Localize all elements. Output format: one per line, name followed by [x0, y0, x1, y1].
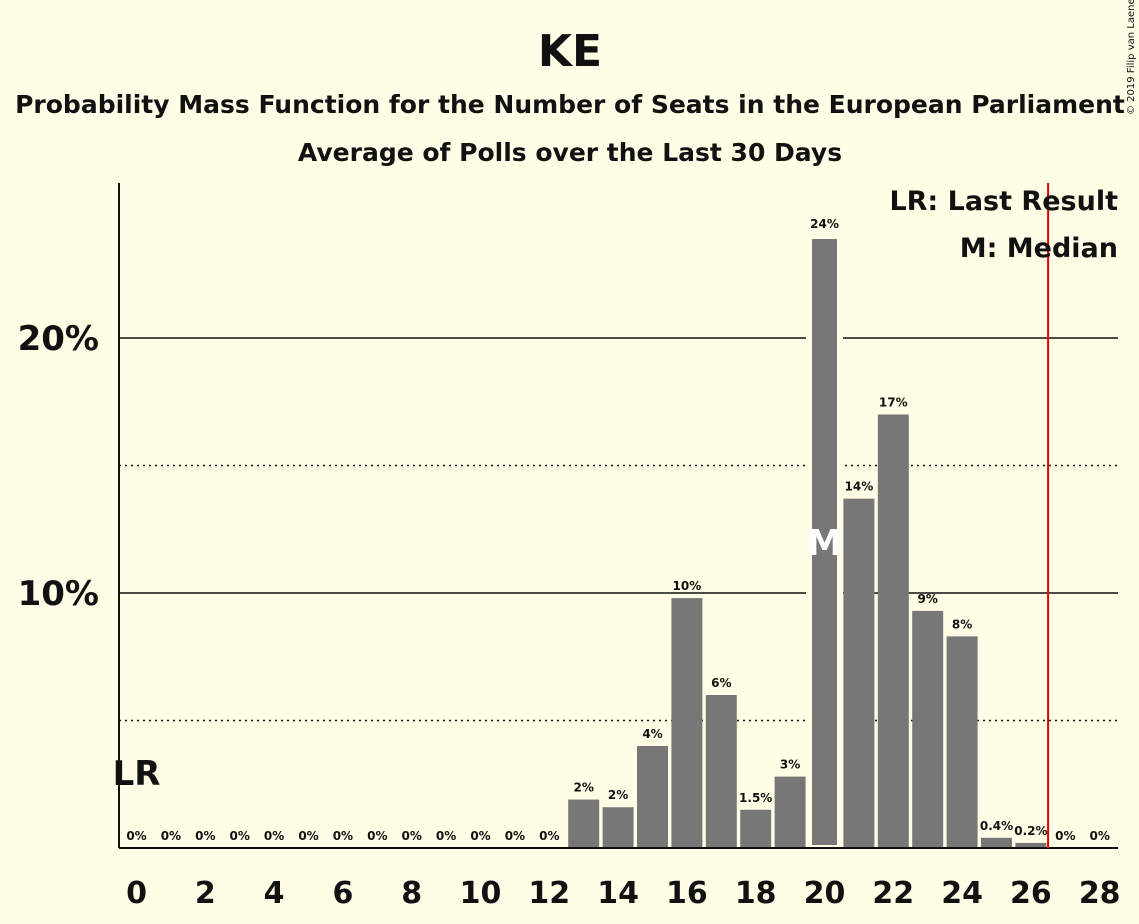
x-tick-20: 20 — [804, 876, 846, 911]
data-label-14: 2% — [608, 788, 628, 802]
legend-last-result: LR: Last Result — [889, 186, 1118, 217]
bar-14 — [602, 807, 634, 848]
y-tick-20: 20% — [18, 319, 99, 359]
bar-19 — [774, 776, 806, 848]
x-tick-4: 4 — [264, 876, 285, 911]
bar-16 — [671, 598, 703, 848]
bar-15 — [637, 746, 668, 848]
bar-24 — [946, 636, 978, 848]
bar-25 — [981, 837, 1012, 848]
y-tick-labels: 10% 20% — [18, 319, 99, 614]
data-label-3: 0% — [230, 829, 250, 843]
bar-18 — [740, 809, 772, 848]
bar-22 — [877, 414, 909, 848]
legend-median: M: Median — [960, 233, 1118, 264]
data-label-25: 0.4% — [980, 819, 1013, 833]
x-tick-22: 22 — [872, 876, 914, 911]
data-label-18: 1.5% — [739, 791, 772, 805]
median-marker: M — [807, 523, 843, 564]
data-label-23: 9% — [918, 592, 938, 606]
x-tick-2: 2 — [195, 876, 216, 911]
x-tick-0: 0 — [126, 876, 147, 911]
x-tick-labels: 0 2 4 6 8 10 12 14 16 18 20 22 24 26 28 — [126, 876, 1121, 911]
bar-20 — [806, 233, 843, 851]
data-label-28: 0% — [1090, 829, 1110, 843]
y-tick-10: 10% — [18, 574, 99, 614]
bar-26 — [1015, 842, 1047, 848]
bars — [568, 233, 1047, 851]
x-tick-16: 16 — [666, 876, 708, 911]
data-label-8: 0% — [402, 829, 422, 843]
data-label-12: 0% — [539, 829, 559, 843]
data-label-22: 17% — [879, 396, 908, 410]
data-label-15: 4% — [642, 727, 662, 741]
chart-subtitle-1: Probability Mass Function for the Number… — [15, 90, 1125, 119]
chart-title: KE — [538, 26, 602, 77]
data-label-21: 14% — [845, 480, 874, 494]
data-label-0: 0% — [126, 829, 146, 843]
chart-subtitle-2: Average of Polls over the Last 30 Days — [298, 138, 842, 167]
bar-23 — [912, 610, 944, 848]
data-label-20: 24% — [810, 217, 839, 231]
data-label-16: 10% — [673, 579, 702, 593]
x-tick-28: 28 — [1079, 876, 1121, 911]
x-tick-14: 14 — [597, 876, 639, 911]
x-tick-8: 8 — [401, 876, 422, 911]
bar-21 — [843, 498, 875, 848]
x-tick-12: 12 — [528, 876, 570, 911]
data-label-10: 0% — [470, 829, 490, 843]
axes — [118, 183, 1118, 849]
last-result-marker: LR — [113, 754, 161, 794]
data-label-24: 8% — [952, 617, 972, 631]
x-tick-10: 10 — [460, 876, 502, 911]
data-label-13: 2% — [574, 781, 594, 795]
bar-13 — [568, 799, 600, 848]
data-label-7: 0% — [367, 829, 387, 843]
data-label-2: 0% — [195, 829, 215, 843]
bar-17 — [705, 695, 737, 848]
data-label-26: 0.2% — [1014, 824, 1047, 838]
x-tick-26: 26 — [1010, 876, 1052, 911]
data-label-27: 0% — [1055, 829, 1075, 843]
data-label-11: 0% — [505, 829, 525, 843]
data-label-9: 0% — [436, 829, 456, 843]
data-label-17: 6% — [711, 676, 731, 690]
data-label-6: 0% — [333, 829, 353, 843]
gridlines — [119, 337, 1118, 722]
data-label-4: 0% — [264, 829, 284, 843]
x-tick-18: 18 — [735, 876, 777, 911]
x-tick-24: 24 — [941, 876, 983, 911]
data-labels: 0% 0% 0% 0% 0% 0% 0% 0% 0% 0% 0% 0% 0% 2% 2% 4% 10% 6% 1.5… — [113, 217, 1110, 843]
copyright-credit: © 2019 Filip van Laenen — [1126, 0, 1137, 115]
data-label-5: 0% — [298, 829, 318, 843]
data-label-19: 3% — [780, 758, 800, 772]
x-tick-6: 6 — [332, 876, 353, 911]
data-label-1: 0% — [161, 829, 181, 843]
